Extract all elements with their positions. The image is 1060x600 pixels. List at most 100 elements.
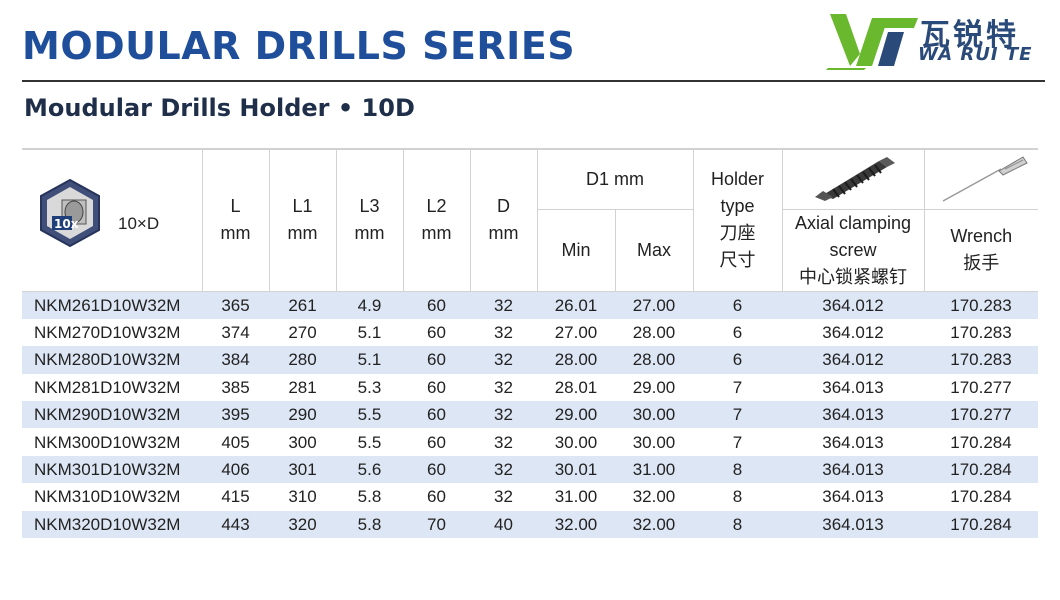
min-cell: 30.01 <box>537 455 615 484</box>
min-cell: 30.00 <box>554 432 598 452</box>
L1-cell: 290 <box>269 401 336 429</box>
D-cell: 32 <box>494 377 513 397</box>
header-wrench-image <box>924 148 1038 210</box>
wrench-cell: 170.284 <box>950 432 1012 452</box>
page-title: MODULAR DRILLS SERIES <box>22 24 576 68</box>
header-screw-image <box>782 148 925 210</box>
header-holder: Holder type 刀座 尺寸 <box>693 148 783 292</box>
L2-cell: 60 <box>403 346 470 374</box>
min-cell: 32.00 <box>537 510 615 539</box>
D-cell: 40 <box>470 510 537 539</box>
model-cell: NKM310D10W32M <box>34 487 181 507</box>
L1-cell: 300 <box>288 432 317 452</box>
L1-cell: 280 <box>269 346 336 374</box>
L-cell: 374 <box>221 323 250 343</box>
logo-english-text: WA RUI TE <box>918 44 1033 65</box>
min-cell: 26.01 <box>537 291 615 319</box>
L3-cell: 5.1 <box>357 323 382 343</box>
L2-cell: 60 <box>427 432 446 452</box>
max-cell: 31.00 <box>615 455 693 484</box>
L-cell: 395 <box>202 401 269 429</box>
table-row: NKM320D10W32M 443 320 5.8 70 40 32.00 32… <box>22 510 1038 539</box>
min-cell: 31.00 <box>554 487 598 507</box>
L-cell: 443 <box>202 510 269 539</box>
screw-cell: 364.012 <box>822 323 884 343</box>
header-row-bottom: Min Max Axial clamping screw 中心锁紧螺钉 Wrench… <box>22 209 1038 292</box>
header-L3: L3 mm <box>336 148 404 292</box>
D-cell: 32 <box>470 455 537 484</box>
max-cell: 28.00 <box>615 346 693 374</box>
L2-cell: 60 <box>403 455 470 484</box>
model-cell: NKM261D10W32M <box>22 291 202 319</box>
table-row: NKM300D10W32M 405 300 5.5 60 32 30.00 30… <box>22 428 1038 455</box>
L3-cell: 5.5 <box>336 401 403 429</box>
min-cell: 28.01 <box>554 377 598 397</box>
holder-cell: 6 <box>693 291 782 319</box>
L2-cell: 60 <box>427 377 446 397</box>
wrench-cell: 170.283 <box>924 346 1038 374</box>
L3-cell: 5.1 <box>336 346 403 374</box>
model-cell: NKM290D10W32M <box>22 401 202 429</box>
holder-cell: 6 <box>693 346 782 374</box>
wrench-cell: 170.283 <box>924 291 1038 319</box>
table-row: NKM270D10W32M 374 270 5.1 60 32 27.00 28… <box>22 319 1038 346</box>
L2-cell: 70 <box>403 510 470 539</box>
model-cell: NKM270D10W32M <box>34 323 181 343</box>
L2-cell: 60 <box>427 487 446 507</box>
screw-cell: 364.013 <box>782 510 924 539</box>
screw-cell: 364.012 <box>782 291 924 319</box>
model-cell: NKM281D10W32M <box>34 377 181 397</box>
L3-cell: 5.8 <box>357 487 382 507</box>
L1-cell: 281 <box>288 377 317 397</box>
torx-wrench-image <box>942 156 1028 202</box>
L1-cell: 301 <box>269 455 336 484</box>
holder-cell: 7 <box>732 432 743 452</box>
L2-cell: 60 <box>403 291 470 319</box>
screw-cell: 364.013 <box>822 432 884 452</box>
table-row: NKM280D10W32M 384 280 5.1 60 32 28.00 28… <box>22 346 1038 374</box>
holder-cell: 8 <box>693 455 782 484</box>
holder-cell: 8 <box>732 487 743 507</box>
D-cell: 32 <box>494 432 513 452</box>
L-cell: 384 <box>202 346 269 374</box>
D-cell: 32 <box>470 346 537 374</box>
max-cell: 27.00 <box>615 291 693 319</box>
header-L1: L1 mm <box>269 148 337 292</box>
table-row: NKM290D10W32M 395 290 5.5 60 32 29.00 30… <box>22 401 1038 429</box>
L-cell: 415 <box>221 487 250 507</box>
max-cell: 29.00 <box>632 377 676 397</box>
model-cell: NKM320D10W32M <box>22 510 202 539</box>
icon-label: 10×D <box>118 214 160 233</box>
model-cell: NKM280D10W32M <box>22 346 202 374</box>
table-row: NKM301D10W32M 406 301 5.6 60 32 30.01 31… <box>22 455 1038 484</box>
header-D1-max: Max <box>615 209 694 292</box>
title-divider <box>22 80 1045 82</box>
L1-cell: 320 <box>269 510 336 539</box>
wrench-cell: 170.284 <box>924 510 1038 539</box>
threaded-screw-image <box>815 157 895 202</box>
L-cell: 385 <box>221 377 250 397</box>
icon-badge-text: 10x <box>54 217 79 231</box>
header-L2: L2 mm <box>403 148 471 292</box>
holder-cell: 7 <box>732 377 743 397</box>
header-screw: Axial clamping screw 中心锁紧螺钉 <box>782 209 925 292</box>
L1-cell: 261 <box>269 291 336 319</box>
wrench-cell: 170.277 <box>950 377 1012 397</box>
header-D1-min: Min <box>537 209 616 292</box>
model-cell: NKM300D10W32M <box>34 432 181 452</box>
logo-chinese-text: 瓦锐特 <box>920 18 1019 53</box>
header-icon-cell: 10x 10×D <box>22 148 203 292</box>
max-cell: 30.00 <box>632 432 676 452</box>
L2-cell: 60 <box>403 401 470 429</box>
min-cell: 29.00 <box>537 401 615 429</box>
L1-cell: 310 <box>288 487 317 507</box>
holder-cell: 7 <box>693 401 782 429</box>
L1-cell: 270 <box>288 323 317 343</box>
screw-cell: 364.012 <box>782 346 924 374</box>
wrench-cell: 170.283 <box>950 323 1012 343</box>
page-subtitle: Moudular Drills Holder • 10D <box>24 94 415 122</box>
D-cell: 32 <box>470 291 537 319</box>
